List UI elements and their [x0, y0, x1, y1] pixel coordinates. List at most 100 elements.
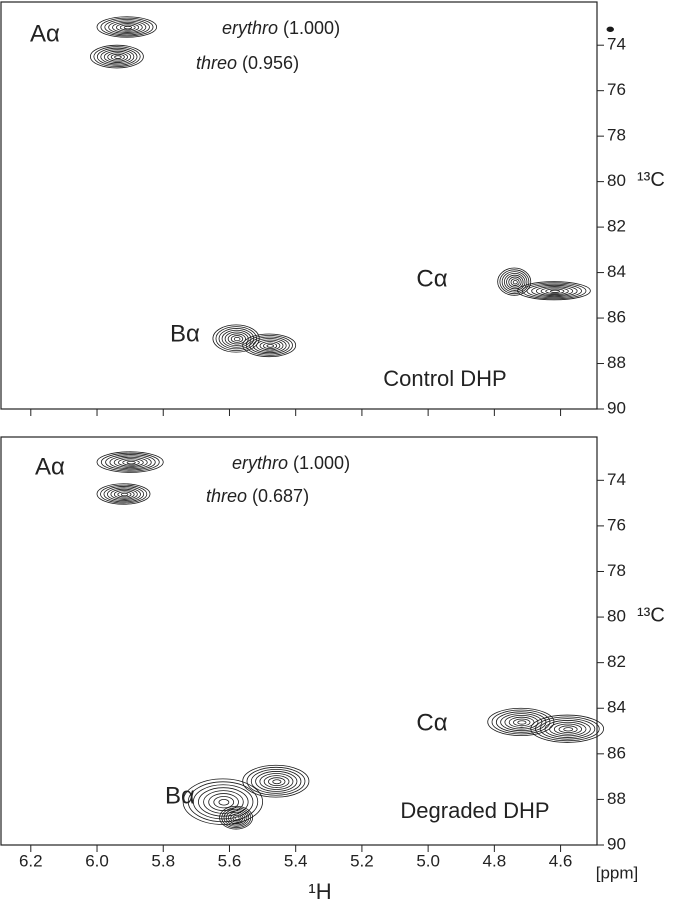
contour-level [100, 452, 160, 472]
peak-label: Aα [30, 20, 60, 47]
contour-level [126, 460, 136, 465]
contour-level [245, 335, 293, 356]
contour-level [227, 333, 246, 345]
contour-level [256, 339, 284, 352]
peak-label: Cα [416, 709, 447, 736]
peak [497, 267, 532, 296]
peak [182, 778, 263, 825]
contour-level [110, 53, 125, 61]
contour-level [232, 814, 242, 822]
contour-level [553, 723, 583, 735]
y-tick-label: 76 [607, 515, 626, 534]
peak [530, 714, 605, 743]
contour-level [531, 284, 578, 298]
y-tick-label: 82 [607, 652, 626, 671]
contour-level [96, 483, 151, 505]
contour-level [96, 16, 158, 38]
y-tick-label: 82 [607, 217, 626, 236]
contour-level [246, 766, 306, 796]
contour-level [259, 773, 294, 790]
x-tick-label: 5.0 [416, 851, 440, 870]
contour-level [500, 713, 543, 732]
plot-frame [0, 436, 598, 846]
y-tick-label: 80 [607, 607, 626, 626]
contour-level [215, 326, 257, 351]
x-axis-label: ¹H [308, 879, 331, 904]
peak-label: Aα [35, 453, 65, 480]
peak [89, 44, 144, 69]
isomer-name: erythro [232, 453, 288, 473]
contour-level [113, 456, 148, 468]
contour-level [535, 286, 574, 297]
contour-level [535, 716, 600, 742]
contour-level [499, 269, 530, 295]
contour-level [225, 810, 248, 826]
contour-level [105, 454, 156, 471]
peak [96, 483, 151, 505]
peak-label: Bα [170, 320, 200, 347]
ratio-value: (0.956) [242, 53, 299, 73]
contour-level [103, 486, 145, 503]
contour-level [549, 721, 587, 737]
isomer-name: threo [206, 486, 247, 506]
y-tick-label: 88 [607, 789, 626, 808]
y-tick-label: 74 [607, 35, 626, 54]
y-tick-label: 90 [607, 834, 626, 853]
peak [219, 805, 254, 830]
x-tick-label: 5.2 [350, 851, 374, 870]
ratio-value: (1.000) [293, 453, 350, 473]
contour-level [242, 764, 310, 798]
contour-level [107, 487, 141, 502]
contour-level [550, 289, 560, 293]
contour-level [268, 777, 286, 787]
ratio-label: threo (0.687) [206, 486, 309, 506]
y-tick-label: 74 [607, 470, 626, 489]
contour-level [228, 811, 246, 825]
contour-level [218, 328, 255, 350]
contour-level [545, 288, 565, 294]
contour-level [508, 716, 535, 728]
contour-level [223, 808, 250, 827]
contour-level [192, 784, 254, 820]
contour-level [242, 333, 297, 358]
contour-level [272, 779, 282, 785]
contour-level [218, 799, 230, 806]
contour-level [508, 276, 522, 288]
contour-level [544, 720, 591, 738]
contour-level [219, 805, 254, 830]
contour-level [610, 29, 613, 31]
contour-level [517, 281, 591, 301]
x-tick-label: 5.6 [218, 851, 242, 870]
contour-level [526, 283, 582, 299]
ratio-value: (0.687) [252, 486, 309, 506]
y-tick-label: 78 [607, 126, 626, 145]
contour-level [224, 331, 249, 347]
contour-level [104, 19, 150, 36]
contour-level [521, 282, 587, 300]
contour-level [266, 344, 274, 348]
contour-level [118, 458, 144, 467]
contour-level [259, 341, 281, 351]
x-tick-label: 5.8 [151, 851, 175, 870]
contour-level [506, 274, 524, 290]
contour-level [558, 725, 578, 734]
contour-level [96, 47, 138, 66]
y-tick-label: 84 [607, 262, 626, 281]
y-axis-label: ¹³C [637, 169, 665, 191]
contour-level [252, 338, 287, 354]
contour-level [563, 727, 574, 732]
contour-level [512, 280, 518, 285]
x-tick-label: 5.4 [284, 851, 308, 870]
contour-level [504, 714, 539, 730]
peak [96, 16, 158, 38]
y-tick-label: 84 [607, 698, 626, 717]
ratio-label: erythro (1.000) [232, 453, 350, 473]
contour-level [93, 46, 141, 67]
contour-level [517, 720, 527, 725]
ratio-value: (1.000) [283, 18, 340, 38]
contour-level [495, 711, 547, 733]
contour-level [221, 807, 252, 829]
contour-level [501, 271, 528, 293]
y-tick-label: 78 [607, 561, 626, 580]
